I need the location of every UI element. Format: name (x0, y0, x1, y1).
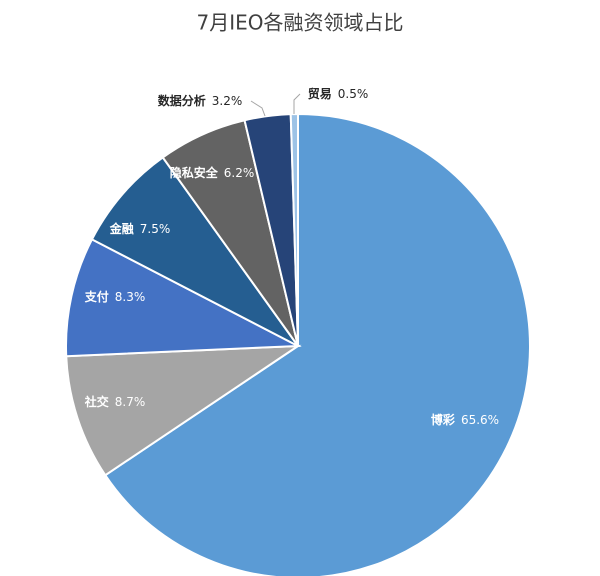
label-value: 6.2% (224, 166, 255, 180)
data-label: 数据分析 3.2% (158, 93, 243, 108)
label-category: 博彩 (431, 412, 455, 427)
label-category: 社交 (84, 394, 109, 409)
pie-slice (103, 112, 531, 576)
label-value: 3.2% (212, 94, 243, 108)
pie-slice (289, 112, 299, 347)
data-label: 金融 7.5% (109, 221, 171, 236)
leader-line (293, 93, 301, 114)
label-category: 支付 (84, 289, 109, 304)
data-label: 社交 8.7% (84, 394, 146, 409)
label-category: 数据分析 (158, 93, 206, 108)
pie-slice (65, 344, 302, 477)
label-value: 0.5% (338, 87, 369, 101)
data-label: 贸易 0.5% (308, 86, 369, 101)
pie-slice (65, 238, 302, 358)
label-category: 贸易 (308, 86, 332, 101)
chart-title: 7月IEO各融资领域占比 (196, 11, 403, 35)
data-label: 隐私安全 6.2% (170, 165, 255, 180)
label-value: 65.6% (461, 413, 499, 427)
label-value: 8.3% (115, 290, 146, 304)
leader-line (250, 100, 266, 117)
label-value: 8.7% (115, 395, 146, 409)
data-label: 博彩 65.6% (431, 412, 499, 427)
label-category: 金融 (109, 221, 134, 236)
pie-slice (90, 156, 299, 347)
data-label: 支付 8.3% (84, 289, 146, 304)
label-value: 7.5% (140, 222, 171, 236)
label-category: 隐私安全 (170, 165, 219, 180)
